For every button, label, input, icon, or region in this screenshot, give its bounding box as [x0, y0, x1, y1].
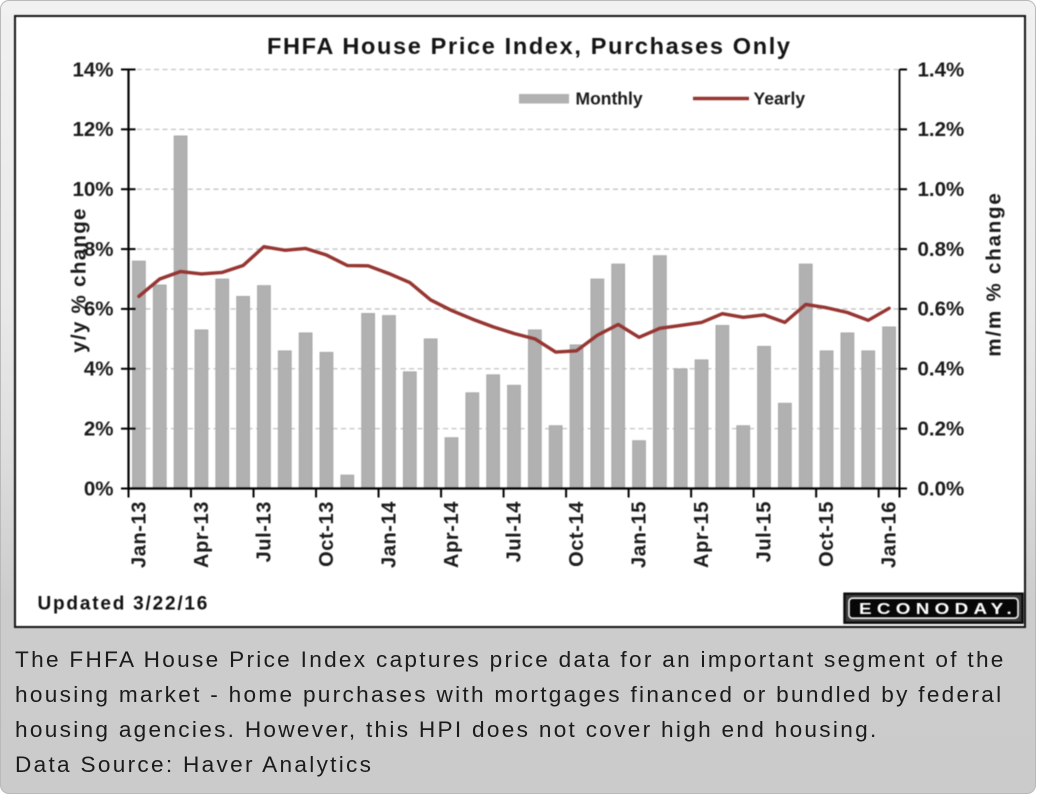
svg-text:Jan-16: Jan-16: [879, 501, 901, 568]
svg-text:Jan-15: Jan-15: [629, 501, 651, 568]
svg-text:y/y % change: y/y % change: [68, 207, 91, 353]
svg-text:Oct-13: Oct-13: [316, 501, 338, 567]
svg-text:1.0%: 1.0%: [918, 178, 965, 201]
svg-text:1.2%: 1.2%: [918, 118, 965, 141]
svg-text:Updated 3/22/16: Updated 3/22/16: [38, 593, 210, 614]
svg-text:Jan-14: Jan-14: [378, 501, 400, 568]
svg-text:Apr-14: Apr-14: [441, 501, 463, 568]
svg-text:12%: 12%: [72, 118, 113, 141]
svg-text:0%: 0%: [84, 477, 114, 500]
svg-text:0.8%: 0.8%: [918, 238, 965, 261]
svg-text:Apr-15: Apr-15: [691, 501, 713, 568]
svg-text:6%: 6%: [84, 298, 114, 321]
svg-text:Apr-13: Apr-13: [191, 501, 213, 568]
svg-text:2%: 2%: [84, 417, 114, 440]
svg-text:10%: 10%: [72, 178, 113, 201]
svg-text:4%: 4%: [84, 358, 114, 381]
svg-text:8%: 8%: [84, 238, 114, 261]
svg-text:Jul-13: Jul-13: [253, 501, 275, 562]
svg-text:1.4%: 1.4%: [918, 58, 965, 81]
svg-text:ECONODAY.: ECONODAY.: [859, 601, 1017, 618]
svg-text:Monthly: Monthly: [576, 88, 643, 108]
svg-text:0.0%: 0.0%: [918, 477, 965, 500]
svg-text:m/m % change: m/m % change: [983, 191, 1006, 356]
svg-text:Jan-13: Jan-13: [128, 501, 150, 568]
svg-text:0.6%: 0.6%: [918, 298, 965, 321]
svg-text:0.4%: 0.4%: [918, 358, 965, 381]
svg-text:Oct-14: Oct-14: [566, 501, 588, 567]
svg-text:FHFA House Price Index, Purcha: FHFA House Price Index, Purchases Only: [267, 33, 790, 59]
svg-text:Oct-15: Oct-15: [816, 501, 838, 567]
svg-text:Yearly: Yearly: [754, 88, 806, 108]
svg-text:Jul-14: Jul-14: [504, 501, 526, 563]
svg-text:0.2%: 0.2%: [918, 417, 965, 440]
svg-text:Jul-15: Jul-15: [754, 501, 776, 562]
svg-text:14%: 14%: [72, 58, 113, 81]
